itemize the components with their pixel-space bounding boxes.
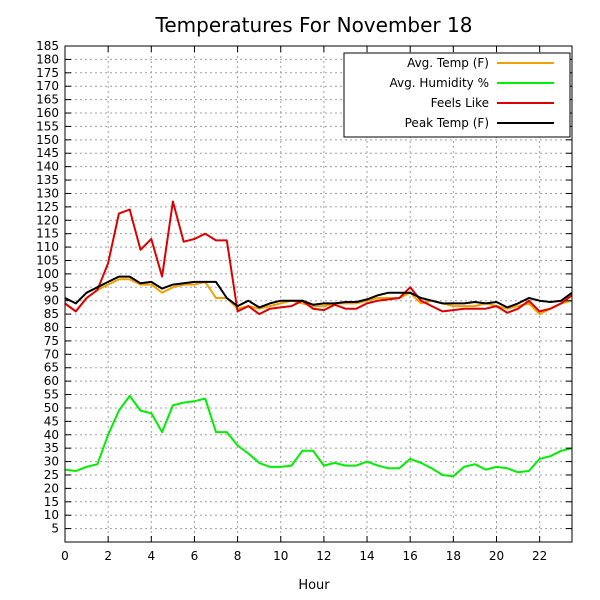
x-tick-label: 16 [403, 549, 418, 563]
y-tick-label: 85 [44, 307, 59, 321]
y-tick-label: 165 [36, 93, 59, 107]
series-lines [64, 200, 573, 478]
y-tick-label: 20 [44, 481, 59, 495]
y-tick-label: 120 [36, 213, 59, 227]
x-tick-label: 18 [446, 549, 461, 563]
plot-frame [64, 45, 573, 543]
y-tick-label: 110 [36, 240, 59, 254]
x-tick-label: 4 [147, 549, 155, 563]
y-tick-label: 160 [36, 106, 59, 120]
y-tick-label: 130 [36, 186, 59, 200]
y-tick-label: 75 [44, 334, 59, 348]
y-tick-label: 140 [36, 160, 59, 174]
y-tick-label: 145 [36, 146, 59, 160]
y-tick-label: 70 [44, 347, 59, 361]
y-tick-label: 125 [36, 200, 59, 214]
y-tick-label: 90 [44, 294, 59, 308]
y-tick-label: 115 [36, 227, 59, 241]
x-tick-label: 8 [234, 549, 242, 563]
y-tick-label: 170 [36, 79, 59, 93]
y-tick-label: 60 [44, 374, 59, 388]
y-tick-label: 25 [44, 468, 59, 482]
y-tick-label: 135 [36, 173, 59, 187]
y-tick-label: 45 [44, 414, 59, 428]
y-tick-label: 15 [44, 495, 59, 509]
x-tick-label: 2 [104, 549, 112, 563]
y-tick-label: 55 [44, 388, 59, 402]
series-line-4 [64, 275, 573, 309]
x-tick-label: 6 [191, 549, 199, 563]
y-tick-label: 40 [44, 428, 59, 442]
x-tick-label: 10 [273, 549, 288, 563]
y-tick-label: 185 [36, 39, 59, 53]
y-tick-label: 155 [36, 119, 59, 133]
y-tick-label: 65 [44, 361, 59, 375]
legend-label: Peak Temp (F) [405, 116, 489, 130]
x-tick-label: 14 [359, 549, 374, 563]
y-tick-label: 30 [44, 455, 59, 469]
x-tick-label: 0 [61, 549, 69, 563]
series-line-2 [64, 394, 573, 478]
x-tick-label: 22 [532, 549, 547, 563]
y-tick-label: 180 [36, 52, 59, 66]
x-tick-label: 12 [316, 549, 331, 563]
y-axis-ticks: 5101520253035404550556065707580859095100… [36, 39, 572, 536]
y-tick-label: 105 [36, 253, 59, 267]
chart-title: Temperatures For November 18 [155, 13, 473, 37]
series-line-3 [64, 200, 573, 316]
y-tick-label: 35 [44, 441, 59, 455]
x-axis-ticks: 0 2 4 6 8 10 12 14 16 18 20 22 [61, 46, 547, 563]
y-tick-label: 175 [36, 66, 59, 80]
legend-label: Avg. Temp (F) [407, 56, 489, 70]
y-tick-label: 95 [44, 280, 59, 294]
y-tick-label: 5 [51, 522, 59, 536]
x-axis-label: Hour [298, 578, 330, 593]
legend-label: Feels Like [431, 96, 489, 110]
y-tick-label: 50 [44, 401, 59, 415]
x-tick-label: 20 [489, 549, 504, 563]
y-tick-label: 10 [44, 508, 59, 522]
legend-label: Avg. Humidity % [390, 76, 489, 90]
legend: Avg. Temp (F) Avg. Humidity % Feels Like Pe… [343, 52, 571, 138]
y-tick-label: 80 [44, 321, 59, 335]
y-tick-label: 100 [36, 267, 59, 281]
y-tick-label: 150 [36, 133, 59, 147]
